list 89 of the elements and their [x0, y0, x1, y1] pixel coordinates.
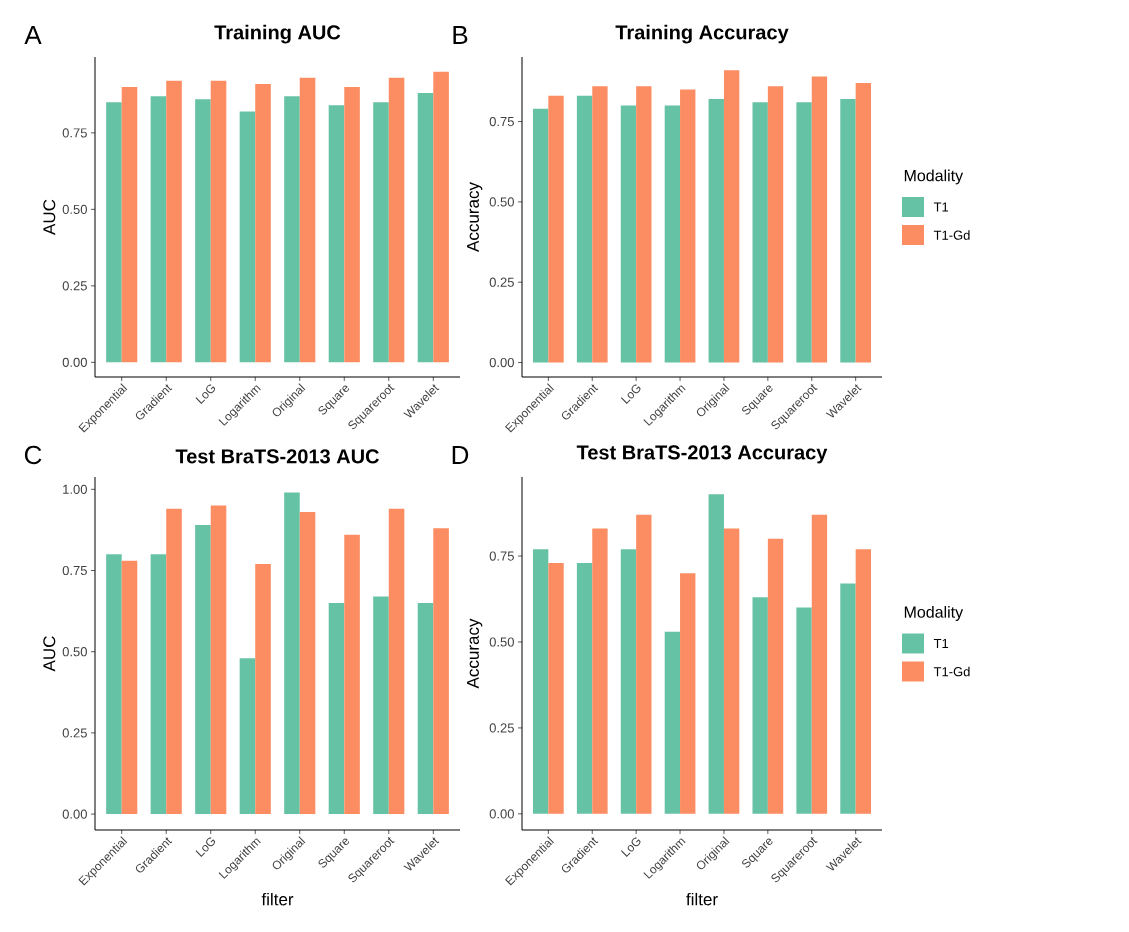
bar	[166, 508, 182, 815]
bar	[388, 508, 405, 815]
bar	[708, 99, 724, 363]
text: C	[24, 445, 42, 465]
bar	[532, 108, 549, 363]
bar	[121, 560, 138, 815]
bar	[767, 86, 784, 363]
x-tick-label: LoG	[620, 837, 641, 857]
bar	[840, 99, 856, 363]
bar	[636, 514, 652, 814]
bar	[680, 89, 696, 363]
y-tick-label: 0.25	[489, 277, 514, 287]
y-tick-label: 0.25	[62, 281, 87, 291]
text: A	[24, 26, 42, 44]
x-axis-title: filter	[686, 892, 718, 906]
x-tick-label: LoG	[620, 384, 641, 404]
bar	[752, 102, 768, 363]
bar	[576, 562, 593, 814]
y-axis-title: AUC	[43, 636, 56, 672]
bar	[855, 83, 872, 363]
bar	[752, 597, 768, 814]
bar	[239, 658, 256, 815]
bar	[680, 573, 696, 814]
bar	[723, 528, 740, 814]
legend-title: Modality	[904, 169, 964, 185]
bar	[811, 514, 828, 814]
bar	[620, 549, 637, 814]
bar	[636, 86, 652, 363]
bar	[255, 564, 271, 815]
legend-label: T1-Gd	[933, 666, 970, 677]
bar	[299, 512, 316, 815]
bar	[344, 534, 360, 815]
bar	[723, 70, 740, 363]
y-tick-label: 0.50	[489, 637, 514, 647]
chart-title: Test BraTS-2013 Accuracy	[576, 445, 828, 464]
y-tick-label: 0.50	[62, 204, 87, 214]
y-axis-title: Accuracy	[467, 182, 483, 252]
bar	[664, 105, 681, 363]
bar	[620, 105, 637, 363]
bar	[284, 492, 300, 815]
bar	[708, 494, 724, 814]
legend-label: T1	[933, 202, 949, 212]
legend-title: Modality	[904, 606, 964, 621]
chart-title: Training Accuracy	[615, 24, 789, 44]
y-tick-label: 0.75	[489, 551, 514, 561]
y-tick-label: 0.00	[62, 809, 87, 819]
y-tick-label: 0.25	[489, 723, 514, 733]
bar	[811, 76, 828, 363]
y-axis-title: AUC	[43, 199, 56, 235]
y-axis-title: Accuracy	[467, 618, 483, 689]
bar	[796, 102, 812, 363]
bar	[433, 528, 449, 815]
x-axis-title: filter	[261, 892, 294, 906]
y-tick-label: 0.00	[489, 809, 514, 819]
bar	[592, 528, 608, 814]
bar	[840, 583, 856, 814]
bar	[195, 525, 211, 815]
y-tick-label: 0.75	[62, 128, 87, 138]
text: D	[452, 446, 469, 464]
x-tick-label: LoG	[195, 384, 216, 404]
bar	[548, 95, 564, 363]
y-tick-label: 0.00	[62, 357, 87, 367]
y-tick-label: 1.00	[63, 484, 87, 494]
y-tick-label: 0.25	[62, 728, 87, 738]
bar	[576, 95, 593, 363]
text: B	[453, 26, 468, 44]
y-tick-label: 0.75	[62, 565, 87, 576]
bar	[767, 538, 784, 814]
bar	[106, 554, 122, 815]
bar	[592, 86, 608, 363]
chart-title: Test BraTS-2013 AUC	[175, 449, 379, 464]
bar	[417, 603, 434, 815]
bar	[548, 562, 564, 814]
bar	[150, 554, 167, 815]
legend-label: T1-Gd	[933, 230, 970, 240]
bar	[373, 596, 389, 815]
chart-title: Training AUC	[214, 24, 341, 44]
bar	[855, 549, 872, 814]
x-tick-label: LoG	[195, 837, 216, 857]
y-tick-label: 0.50	[62, 647, 87, 657]
y-tick-label: 0.00	[489, 357, 514, 368]
legend-label: T1	[933, 639, 949, 648]
y-tick-label: 0.75	[489, 116, 514, 127]
bar	[664, 631, 681, 814]
bar	[796, 607, 812, 814]
y-tick-label: 0.50	[489, 197, 514, 207]
bar	[532, 549, 549, 814]
bar	[328, 603, 345, 815]
bar	[210, 505, 227, 815]
